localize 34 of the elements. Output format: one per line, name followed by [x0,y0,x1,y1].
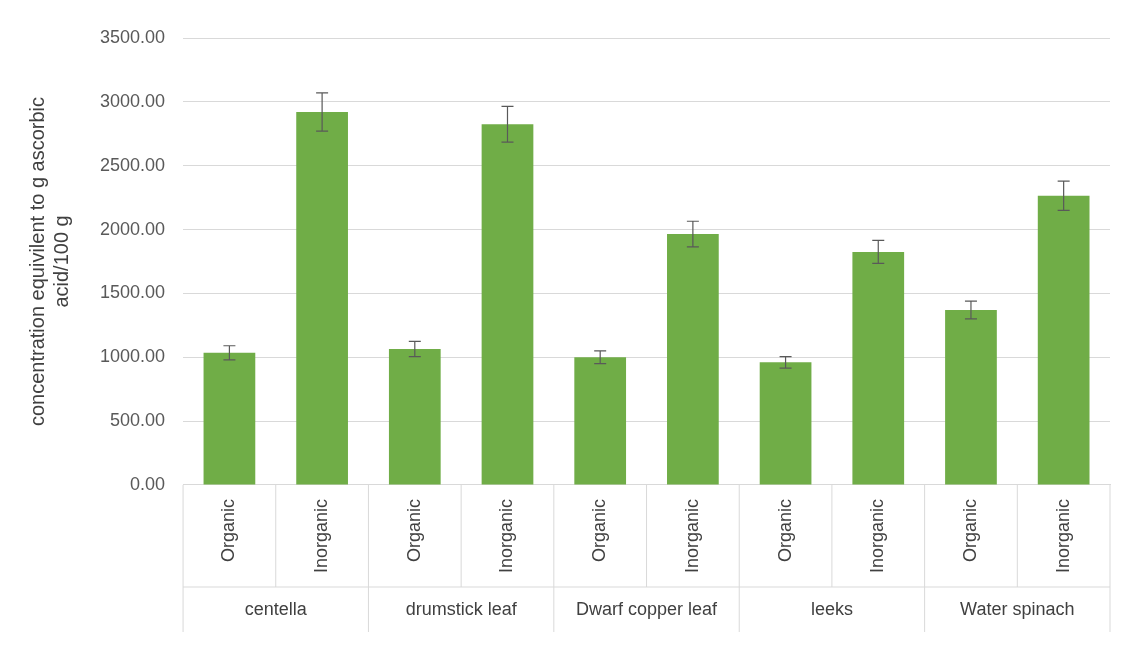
text: centella [244,598,308,619]
y-tick-label: 0.00 [130,473,166,494]
text: Water spinach [960,598,1075,619]
y-tick-label: 3000.00 [99,90,166,111]
x-tick-label: Organic [218,498,239,562]
x-tick-label: Inorganic [681,498,702,574]
x-tick-label: Organic [959,498,980,562]
text: leeks [810,598,853,619]
y-tick-label: 500.00 [110,410,166,431]
x-tick-label: Organic [774,498,795,562]
x-tick-label: Organic [403,498,424,562]
x-tick-label: Inorganic [867,498,888,574]
bar [388,348,441,485]
bar [481,124,534,485]
y-tick-label: 1000.00 [99,346,166,367]
text: Dwarf copper leaf [575,598,719,619]
y-tick-label: 2000.00 [99,218,166,239]
bar [945,310,997,485]
x-tick-label: Inorganic [496,498,517,574]
x-tick-label: Inorganic [1052,498,1073,574]
y-tick-label: 2500.00 [99,154,166,175]
bar [296,112,348,485]
text: drumstick leaf [405,598,518,619]
bar [574,357,627,485]
bar [759,362,812,485]
y-tick-label: 1500.00 [99,282,166,303]
bar [1037,195,1090,485]
x-tick-label: Organic [589,498,610,562]
bar [667,234,719,485]
bar [852,251,905,485]
y-axis-title: concentration equivilent to g ascorbic acid/100 g [25,96,72,427]
y-tick-label: 3500.00 [99,26,166,47]
x-tick-label: Inorganic [311,498,332,574]
bar [203,352,256,485]
